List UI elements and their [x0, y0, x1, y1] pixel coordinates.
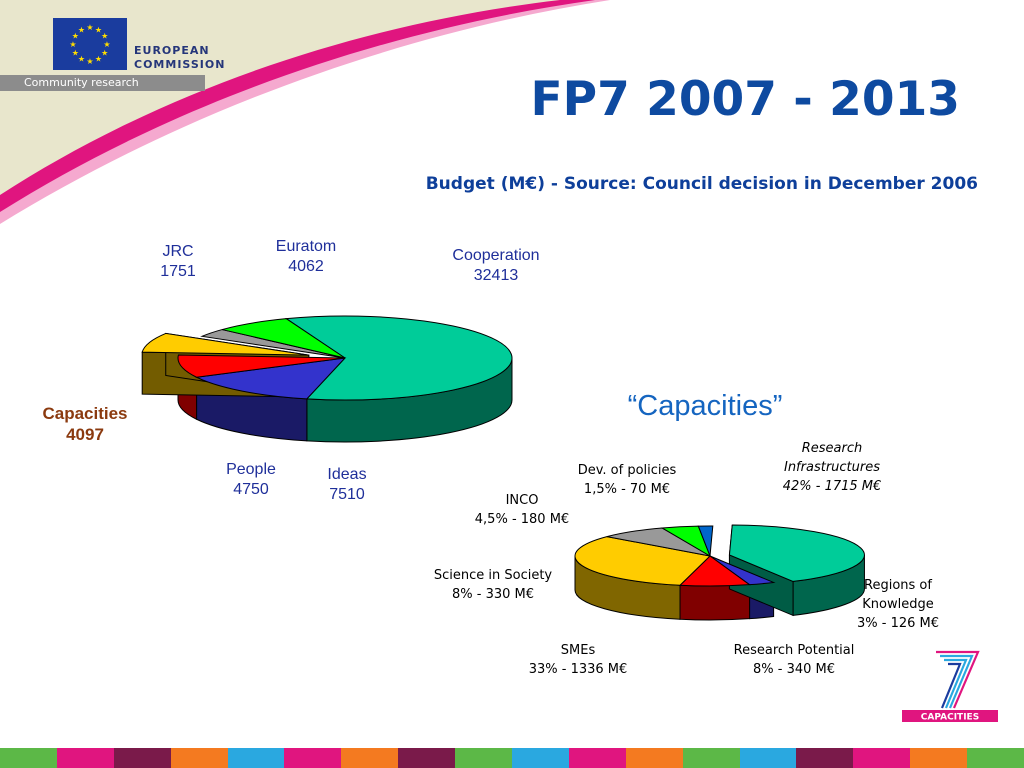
- logo-text: CAPACITIES: [921, 713, 979, 723]
- stripe-segment: [56, 748, 114, 768]
- eu-star-icon: ★: [78, 55, 85, 64]
- label-science-in-society: Science in Society 8% - 330 M€: [418, 567, 568, 605]
- label-jrc: JRC 1751: [148, 242, 208, 281]
- label-ri-value: 42% - 1715 M€: [782, 478, 882, 494]
- label-people: People 4750: [211, 460, 291, 499]
- slice-dev-of-policies: [697, 525, 714, 557]
- bottom-color-stripe: [0, 748, 1024, 768]
- label-capacities-value: 4097: [66, 424, 104, 444]
- label-inco-value: 4,5% - 180 M€: [474, 511, 570, 527]
- label-ideas-name: Ideas: [327, 466, 367, 483]
- label-cooperation-name: Cooperation: [452, 247, 540, 264]
- label-inco-name: INCO: [505, 493, 539, 508]
- label-ri-name-2: Infrastructures: [783, 459, 880, 475]
- label-people-name: People: [226, 461, 276, 478]
- label-jrc-name: JRC: [162, 243, 194, 260]
- stripe-segment: [0, 748, 57, 768]
- division-name: Community research: [24, 76, 139, 89]
- slice-smes: [574, 536, 712, 586]
- eu-star-icon: ★: [86, 57, 93, 66]
- label-capacities-name: Capacities: [42, 404, 128, 423]
- stripe-segment: [512, 748, 569, 768]
- label-rp-name: Research Potential: [733, 643, 855, 658]
- label-ideas-value: 7510: [329, 485, 365, 503]
- label-sis-name: Science in Society: [433, 568, 553, 583]
- slice-ideas: [194, 357, 347, 400]
- eu-star-icon: ★: [101, 32, 108, 41]
- header-swoosh: [0, 0, 610, 224]
- capacities-logo: CAPACITIES: [902, 650, 998, 723]
- label-euratom: Euratom 4062: [261, 237, 351, 276]
- label-smes-name: SMEs: [560, 643, 596, 658]
- logo-seven-icon: [936, 650, 980, 709]
- label-euratom-name: Euratom: [275, 238, 337, 255]
- stripe-segment: [341, 748, 399, 768]
- stripe-segment: [113, 748, 171, 768]
- stripe-segment: [967, 748, 1024, 768]
- stripe-segment: [796, 748, 854, 768]
- eu-star-icon: ★: [95, 25, 102, 34]
- stripe-segment: [682, 748, 740, 768]
- slide-subtitle: Budget (M€) - Source: Council decision i…: [425, 174, 978, 194]
- eu-star-icon: ★: [69, 40, 76, 49]
- stripe-segment: [910, 748, 968, 768]
- stripe-segment: [455, 748, 513, 768]
- label-sis-value: 8% - 330 M€: [451, 586, 534, 602]
- eu-star-icon: ★: [101, 49, 108, 58]
- label-dev-value: 1,5% - 70 M€: [583, 481, 671, 497]
- label-dev-name: Dev. of policies: [577, 463, 677, 478]
- label-dev-of-policies: Dev. of policies 1,5% - 70 M€: [557, 462, 697, 500]
- stripe-segment: [398, 748, 456, 768]
- label-rok-value: 3% - 126 M€: [856, 615, 939, 631]
- label-euratom-value: 4062: [288, 257, 324, 275]
- eu-star-icon: ★: [72, 49, 79, 58]
- slice-euratom: [221, 318, 346, 359]
- header-background: [0, 0, 570, 205]
- label-capacities: Capacities 4097: [25, 404, 145, 445]
- org-line-2: COMMISSION: [134, 58, 226, 71]
- label-jrc-value: 1751: [160, 262, 196, 280]
- label-cooperation: Cooperation 32413: [436, 246, 556, 285]
- org-name: EUROPEAN COMMISSION: [134, 44, 225, 72]
- eu-star-icon: ★: [103, 40, 110, 49]
- stripe-segment: [625, 748, 683, 768]
- slice-people: [177, 354, 346, 378]
- slice-research-infrastructures: [728, 524, 865, 582]
- label-regions-of-knowledge: Regions of Knowledge 3% - 126 M€: [833, 577, 963, 634]
- stripe-segment: [853, 748, 911, 768]
- eu-star-icon: ★: [95, 55, 102, 64]
- label-research-infrastructures: Research Infrastructures 42% - 1715 M€: [752, 440, 912, 497]
- label-people-value: 4750: [233, 480, 269, 498]
- label-smes: SMEs 33% - 1336 M€: [503, 642, 653, 680]
- label-cooperation-value: 32413: [473, 266, 519, 284]
- stripe-segment: [568, 748, 626, 768]
- stripe-segment: [739, 748, 797, 768]
- stripe-segment: [284, 748, 342, 768]
- label-rp-value: 8% - 340 M€: [752, 661, 835, 677]
- eu-star-icon: ★: [78, 25, 85, 34]
- stripe-segment: [227, 748, 285, 768]
- eu-flag-icon: ★ ★★★★★★★★★★★: [53, 18, 127, 70]
- org-line-1: EUROPEAN: [134, 44, 210, 57]
- capacities-chart-title: “Capacities”: [627, 390, 783, 422]
- label-rok-name-2: Knowledge: [862, 596, 934, 612]
- label-ri-name-1: Research: [801, 441, 863, 456]
- label-research-potential: Research Potential 8% - 340 M€: [714, 642, 874, 680]
- slide-title: FP7 2007 - 2013: [530, 72, 960, 127]
- slice-cooperation: [284, 315, 513, 401]
- eu-star-icon: ★: [72, 32, 79, 41]
- division-bar: [0, 75, 205, 91]
- label-smes-value: 33% - 1336 M€: [528, 661, 628, 677]
- label-ideas: Ideas 7510: [307, 465, 387, 504]
- label-inco: INCO 4,5% - 180 M€: [452, 492, 592, 530]
- slice-capacities: [141, 332, 309, 356]
- eu-star-icon: ★: [86, 23, 93, 32]
- label-rok-name-1: Regions of: [864, 578, 932, 593]
- stripe-segment: [170, 748, 228, 768]
